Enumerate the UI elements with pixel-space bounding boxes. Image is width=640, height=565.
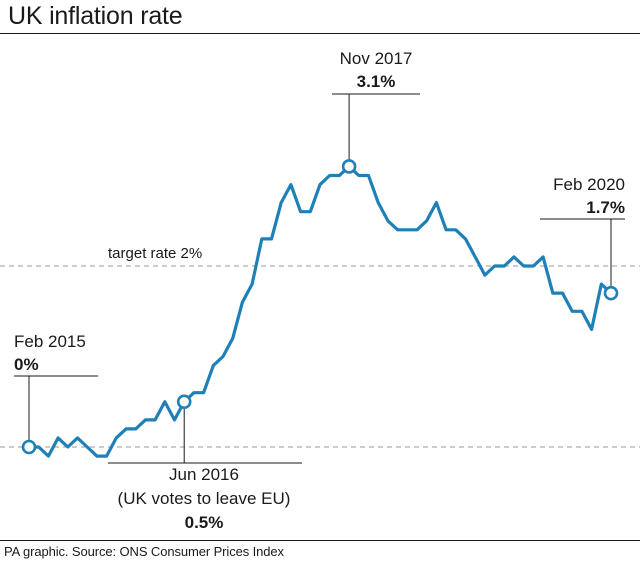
annotation-leaders <box>14 93 625 464</box>
title-divider <box>0 33 640 34</box>
annotation-jun2016-sublabel: (UK votes to leave EU) <box>118 489 291 508</box>
annotation-nov2017-label: Nov 2017 <box>340 49 413 68</box>
annotation-feb2015-value: 0% <box>14 355 39 374</box>
marker-feb2020 <box>603 285 619 301</box>
leader-jun2016 <box>108 408 302 464</box>
source-footer: PA graphic. Source: ONS Consumer Prices … <box>4 544 284 559</box>
footer-divider <box>0 540 640 541</box>
annotation-feb2015-label: Feb 2015 <box>14 332 86 351</box>
annotation-feb2020-value: 1.7% <box>586 198 625 217</box>
annotation-jun2016-value: 0.5% <box>185 513 224 532</box>
inflation-series-line <box>27 164 613 458</box>
marker-feb2015 <box>21 439 37 455</box>
marker-jun2016 <box>176 394 192 410</box>
annotation-nov2017-value: 3.1% <box>357 72 396 91</box>
annotation-feb2020-label: Feb 2020 <box>553 175 625 194</box>
line-chart: target rate 2% Feb 2015 0% Jun 2016 (UK … <box>0 49 640 532</box>
chart-title: UK inflation rate <box>8 2 183 30</box>
reference-lines <box>0 265 640 448</box>
marker-nov2017 <box>341 159 357 174</box>
annotation-jun2016-label: Jun 2016 <box>169 465 239 484</box>
annotation-markers <box>21 159 619 455</box>
target-rate-label: target rate 2% <box>108 245 202 262</box>
